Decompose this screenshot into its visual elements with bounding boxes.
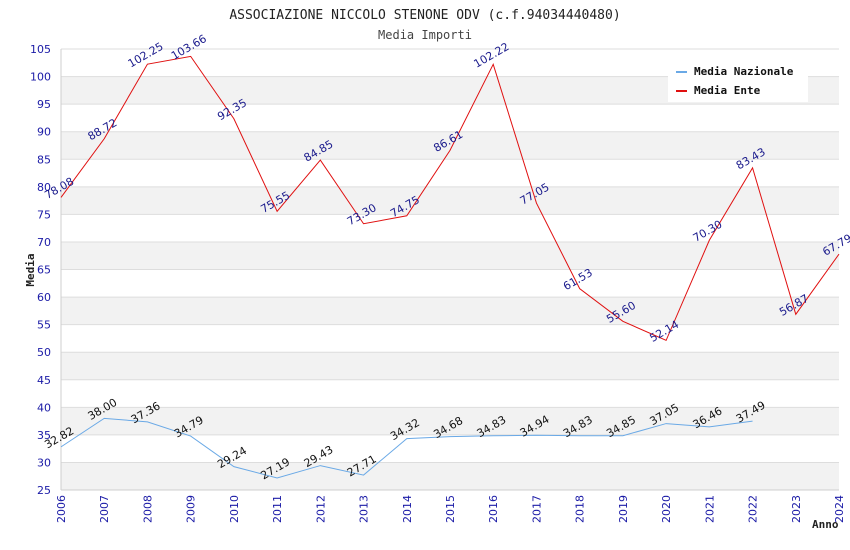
grid-band	[61, 214, 839, 242]
grid-band	[61, 352, 839, 380]
x-tick-label: 2014	[401, 495, 414, 523]
x-tick-label: 2016	[487, 495, 500, 523]
grid-band	[61, 462, 839, 490]
y-axis-ticks: 25 30 35 40 45 50 55 60 65 70 75 80 85 90 95 100 105	[30, 43, 51, 497]
chart-title: ASSOCIAZIONE NICCOLO STENONE ODV (c.f.94…	[229, 8, 620, 23]
grid-band	[61, 324, 839, 353]
x-tick-label: 2008	[141, 495, 154, 523]
y-tick-label: 80	[37, 181, 51, 194]
x-tick-label: 2010	[228, 495, 241, 523]
legend: Media Nazionale Media Ente	[668, 60, 808, 102]
y-tick-label: 75	[37, 208, 51, 221]
x-axis-label: Anno	[812, 518, 839, 531]
grid-band	[61, 186, 839, 215]
y-axis-label: Media	[24, 253, 37, 286]
y-tick-label: 30	[37, 456, 51, 469]
x-tick-label: 2015	[444, 495, 457, 523]
y-tick-label: 50	[37, 346, 51, 359]
x-tick-label: 2017	[530, 495, 543, 523]
y-tick-label: 100	[30, 71, 51, 84]
x-tick-label: 2007	[98, 495, 111, 523]
y-tick-label: 65	[37, 264, 51, 277]
grid-band	[61, 434, 839, 463]
x-tick-label: 2023	[790, 495, 803, 523]
grid-band	[61, 269, 839, 298]
grid-band	[61, 159, 839, 187]
chart-subtitle: Media Importi	[378, 28, 472, 42]
x-tick-label: 2019	[617, 495, 630, 523]
y-tick-label: 40	[37, 401, 51, 414]
x-tick-label: 2024	[833, 495, 846, 523]
x-tick-label: 2011	[271, 495, 284, 523]
x-tick-label: 2021	[703, 495, 716, 523]
grid-band	[61, 407, 839, 435]
series-line-media-nazionale	[60, 417, 753, 479]
grid-band	[61, 131, 839, 160]
series-lines	[60, 55, 840, 479]
y-tick-label: 55	[37, 319, 51, 332]
y-tick-label: 70	[37, 236, 51, 249]
x-tick-label: 2006	[55, 495, 68, 523]
y-tick-label: 105	[30, 43, 51, 56]
y-tick-label: 95	[37, 98, 51, 111]
y-tick-label: 45	[37, 374, 51, 387]
y-tick-label: 90	[37, 126, 51, 139]
x-tick-label: 2022	[747, 495, 760, 523]
grid-band	[61, 241, 839, 270]
x-axis-ticks: 2006 2007 2008 2009 2010 2011 2012 2013 2014 2015…	[55, 495, 846, 523]
legend-label-media-ente: Media Ente	[694, 84, 761, 97]
x-tick-label: 2020	[660, 495, 673, 523]
legend-box	[668, 60, 808, 102]
x-tick-label: 2013	[358, 495, 371, 523]
legend-label-media-nazionale: Media Nazionale	[694, 65, 794, 78]
grid-band	[61, 379, 839, 408]
grid-band	[61, 297, 839, 325]
y-tick-label: 35	[37, 429, 51, 442]
x-tick-label: 2012	[314, 495, 327, 523]
grid-lines	[60, 48, 839, 491]
y-tick-label: 60	[37, 291, 51, 304]
y-tick-label: 25	[37, 484, 51, 497]
x-tick-label: 2018	[574, 495, 587, 523]
grid-band	[61, 104, 839, 132]
series-line-media-ente	[60, 55, 840, 342]
y-tick-label: 85	[37, 153, 51, 166]
x-tick-label: 2009	[185, 495, 198, 523]
grid-bands	[61, 49, 839, 490]
